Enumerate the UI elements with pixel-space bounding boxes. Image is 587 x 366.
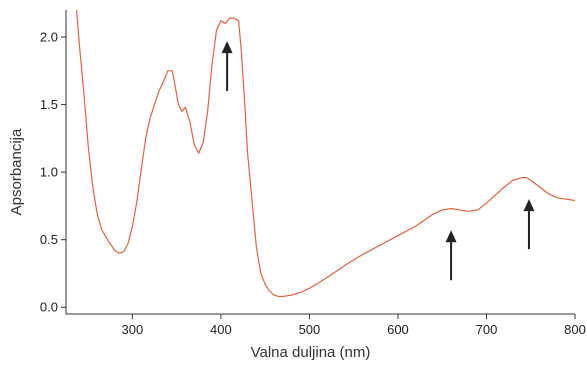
y-axis-title: Apsorbancija: [8, 128, 25, 215]
y-tick-label: 1.5: [40, 97, 58, 112]
series-layer: [76, 10, 575, 298]
y-axis-ticks: 0.0 0.5 1.0 1.5 2.0: [40, 30, 66, 315]
peak-arrow: [445, 230, 457, 281]
x-tick-label: 500: [299, 322, 321, 337]
x-tick-label: 700: [476, 322, 498, 337]
absorbance-series-line: [76, 10, 575, 298]
arrow-head: [523, 199, 535, 212]
peak-arrow: [523, 199, 535, 250]
x-tick-label: 300: [122, 322, 144, 337]
x-tick-label: 800: [564, 322, 586, 337]
arrow-head: [445, 230, 457, 243]
y-tick-label: 0.5: [40, 232, 58, 247]
y-tick-label: 2.0: [40, 30, 58, 45]
y-tick-label: 1.0: [40, 165, 58, 180]
peak-arrow: [221, 41, 233, 92]
y-tick-label: 0.0: [40, 300, 58, 315]
x-axis-ticks: 300 400 500 600 700 800: [122, 314, 586, 337]
chart-axes: [65, 10, 575, 315]
annotation-layer: [221, 41, 535, 281]
x-axis-title: Valna duljina (nm): [251, 344, 371, 361]
x-tick-label: 600: [387, 322, 409, 337]
arrow-head: [221, 41, 233, 54]
x-tick-label: 400: [210, 322, 232, 337]
